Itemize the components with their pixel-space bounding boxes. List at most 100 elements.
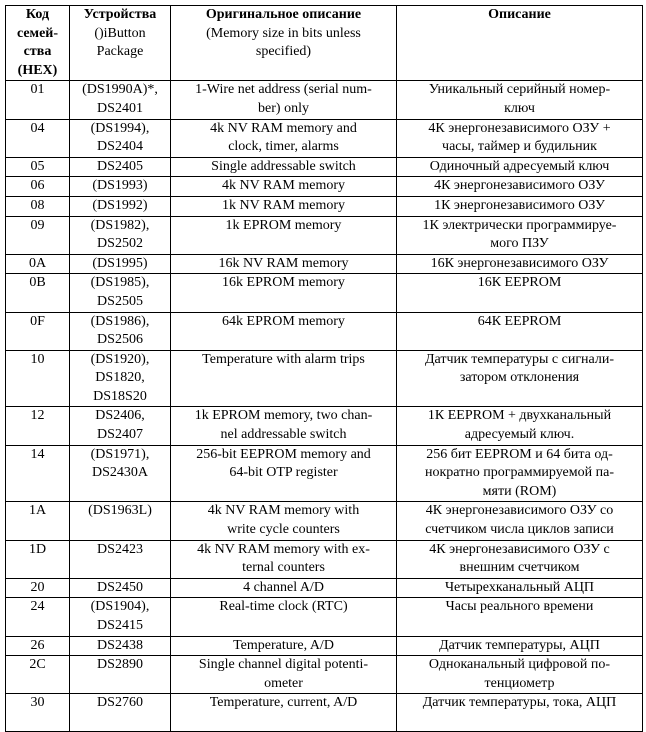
cell-description: Часы реального времени — [396, 597, 643, 637]
header-description: Описание — [396, 4, 643, 82]
cell-code: 2C — [5, 655, 70, 695]
cell-description: 1К энергонезависимого ОЗУ — [396, 195, 643, 217]
cell-code: 30 — [5, 693, 70, 732]
header-original-sub: (Memory size in bits unless specified) — [206, 25, 361, 60]
cell-code: 08 — [5, 195, 70, 217]
cell-description: 256 бит EEPROM и 64 бита од- нократно пр… — [396, 444, 643, 503]
cell-original: 4k NV RAM memory and clock, timer, alarm… — [170, 118, 397, 158]
table-row: 1D DS2423 4k NV RAM memory with ex- ternal… — [5, 539, 643, 579]
table-row: 0A (DS1995) 16k NV RAM memory 16К энергонез… — [5, 253, 643, 275]
cell-devices: (DS1904), DS2415 — [69, 597, 171, 637]
cell-original: 4k NV RAM memory — [170, 176, 397, 197]
cell-description: 4К энергонезависимого ОЗУ с внешним счет… — [396, 539, 643, 579]
table-row: 08 (DS1992) 1k NV RAM memory 1К энергонезав… — [5, 195, 643, 217]
cell-description: Датчик температуры с сигнали- затором от… — [396, 349, 643, 408]
cell-devices: (DS1993) — [69, 176, 171, 197]
family-codes-table: Код семей- ства (HEX) Устройства ()iButt… — [5, 4, 643, 732]
cell-devices: DS2405 — [69, 156, 171, 178]
table-row: 14 (DS1971), DS2430A 256-bit EEPROM memory… — [5, 444, 643, 503]
cell-code: 0F — [5, 311, 70, 351]
table-row: 05 DS2405 Single addressable switch Одиночн… — [5, 156, 643, 178]
cell-devices: (DS1963L) — [69, 501, 171, 541]
table-row: 20 DS2450 4 channel A/D Четырехканальный АЦ… — [5, 577, 643, 599]
cell-description: Уникальный серийный номер- ключ — [396, 80, 643, 120]
cell-devices: DS2438 — [69, 635, 171, 657]
cell-description: 1К электрически программируе- мого ПЗУ — [396, 215, 643, 255]
cell-original: Temperature with alarm trips — [170, 349, 397, 408]
cell-original: 16k EPROM memory — [170, 273, 397, 313]
cell-description: Одноканальный цифровой по- тенциометр — [396, 655, 643, 695]
cell-devices: DS2890 — [69, 655, 171, 695]
cell-code: 06 — [5, 176, 70, 197]
table-row: 09 (DS1982), DS2502 1k EPROM memory 1К элек… — [5, 215, 643, 255]
header-devices-label: Устройства — [83, 7, 157, 22]
cell-original: 4k NV RAM memory with ex- ternal counter… — [170, 539, 397, 579]
cell-description: Датчик температуры, тока, АЦП — [396, 693, 643, 732]
cell-code: 20 — [5, 577, 70, 599]
cell-original: 16k NV RAM memory — [170, 253, 397, 275]
table-row: 0B (DS1985), DS2505 16k EPROM memory 16К EE… — [5, 273, 643, 313]
header-code: Код семей- ства (HEX) — [5, 4, 70, 82]
cell-code: 24 — [5, 597, 70, 637]
cell-original: Temperature, current, A/D — [170, 693, 397, 732]
cell-description: 4К энергонезависимого ОЗУ + часы, таймер… — [396, 118, 643, 158]
cell-description: 64К EEPROM — [396, 311, 643, 351]
table-row: 06 (DS1993) 4k NV RAM memory 4К энергонезав… — [5, 176, 643, 197]
cell-code: 1D — [5, 539, 70, 579]
cell-code: 0B — [5, 273, 70, 313]
cell-devices: (DS1992) — [69, 195, 171, 217]
table-row: 01 (DS1990A)*, DS2401 1-Wire net address (… — [5, 80, 643, 120]
cell-original: 1-Wire net address (serial num- ber) onl… — [170, 80, 397, 120]
cell-devices: (DS1994), DS2404 — [69, 118, 171, 158]
cell-devices: DS2423 — [69, 539, 171, 579]
table-row: 12 DS2406, DS2407 1k EPROM memory, two cha… — [5, 406, 643, 446]
cell-original: 64k EPROM memory — [170, 311, 397, 351]
cell-devices: (DS1995) — [69, 253, 171, 275]
cell-original: 4 channel A/D — [170, 577, 397, 599]
header-original: Оригинальное описание (Memory size in bi… — [170, 4, 397, 82]
table-row: 2C DS2890 Single channel digital potenti- … — [5, 655, 643, 695]
cell-description: Четырехканальный АЦП — [396, 577, 643, 599]
cell-devices: (DS1986), DS2506 — [69, 311, 171, 351]
cell-devices: (DS1985), DS2505 — [69, 273, 171, 313]
cell-code: 05 — [5, 156, 70, 178]
cell-description: 1К EEPROM + двухканальный адресуемый клю… — [396, 406, 643, 446]
cell-original: 1k NV RAM memory — [170, 195, 397, 217]
cell-code: 1A — [5, 501, 70, 541]
cell-code: 26 — [5, 635, 70, 657]
cell-devices: DS2450 — [69, 577, 171, 599]
header-code-label: Код семей- ства (HEX) — [16, 7, 59, 78]
cell-code: 12 — [5, 406, 70, 446]
cell-devices: DS2406, DS2407 — [69, 406, 171, 446]
cell-original: Temperature, A/D — [170, 635, 397, 657]
cell-description: 16К EEPROM — [396, 273, 643, 313]
table-header-row: Код семей- ства (HEX) Устройства ()iButt… — [5, 4, 643, 82]
cell-original: 1k EPROM memory — [170, 215, 397, 255]
cell-code: 0A — [5, 253, 70, 275]
cell-devices: (DS1990A)*, DS2401 — [69, 80, 171, 120]
table-row: 04 (DS1994), DS2404 4k NV RAM memory and c… — [5, 118, 643, 158]
cell-devices: (DS1982), DS2502 — [69, 215, 171, 255]
cell-original: 4k NV RAM memory with write cycle counte… — [170, 501, 397, 541]
cell-description: 4К энергонезависимого ОЗУ — [396, 176, 643, 197]
header-devices-sub: ()iButton Package — [94, 25, 146, 60]
header-devices: Устройства ()iButton Package — [69, 4, 171, 82]
cell-original: Single channel digital potenti- ometer — [170, 655, 397, 695]
cell-devices: (DS1920), DS1820, DS18S20 — [69, 349, 171, 408]
table-row: 24 (DS1904), DS2415 Real-time clock (RTC) Ч… — [5, 597, 643, 637]
cell-original: Single addressable switch — [170, 156, 397, 178]
cell-devices: (DS1971), DS2430A — [69, 444, 171, 503]
cell-description: 16К энергонезависимого ОЗУ — [396, 253, 643, 275]
table-row: 10 (DS1920), DS1820, DS18S20 Temperature w… — [5, 349, 643, 408]
cell-code: 09 — [5, 215, 70, 255]
cell-description: Одиночный адресуемый ключ — [396, 156, 643, 178]
cell-description: Датчик температуры, АЦП — [396, 635, 643, 657]
table-row: 1A (DS1963L) 4k NV RAM memory with write c… — [5, 501, 643, 541]
table-row: 0F (DS1986), DS2506 64k EPROM memory 64К EE… — [5, 311, 643, 351]
table-row: 26 DS2438 Temperature, A/D Датчик температу… — [5, 635, 643, 657]
cell-code: 10 — [5, 349, 70, 408]
cell-code: 04 — [5, 118, 70, 158]
cell-description: 4К энергонезависимого ОЗУ со счетчиком ч… — [396, 501, 643, 541]
cell-code: 01 — [5, 80, 70, 120]
cell-original: Real-time clock (RTC) — [170, 597, 397, 637]
